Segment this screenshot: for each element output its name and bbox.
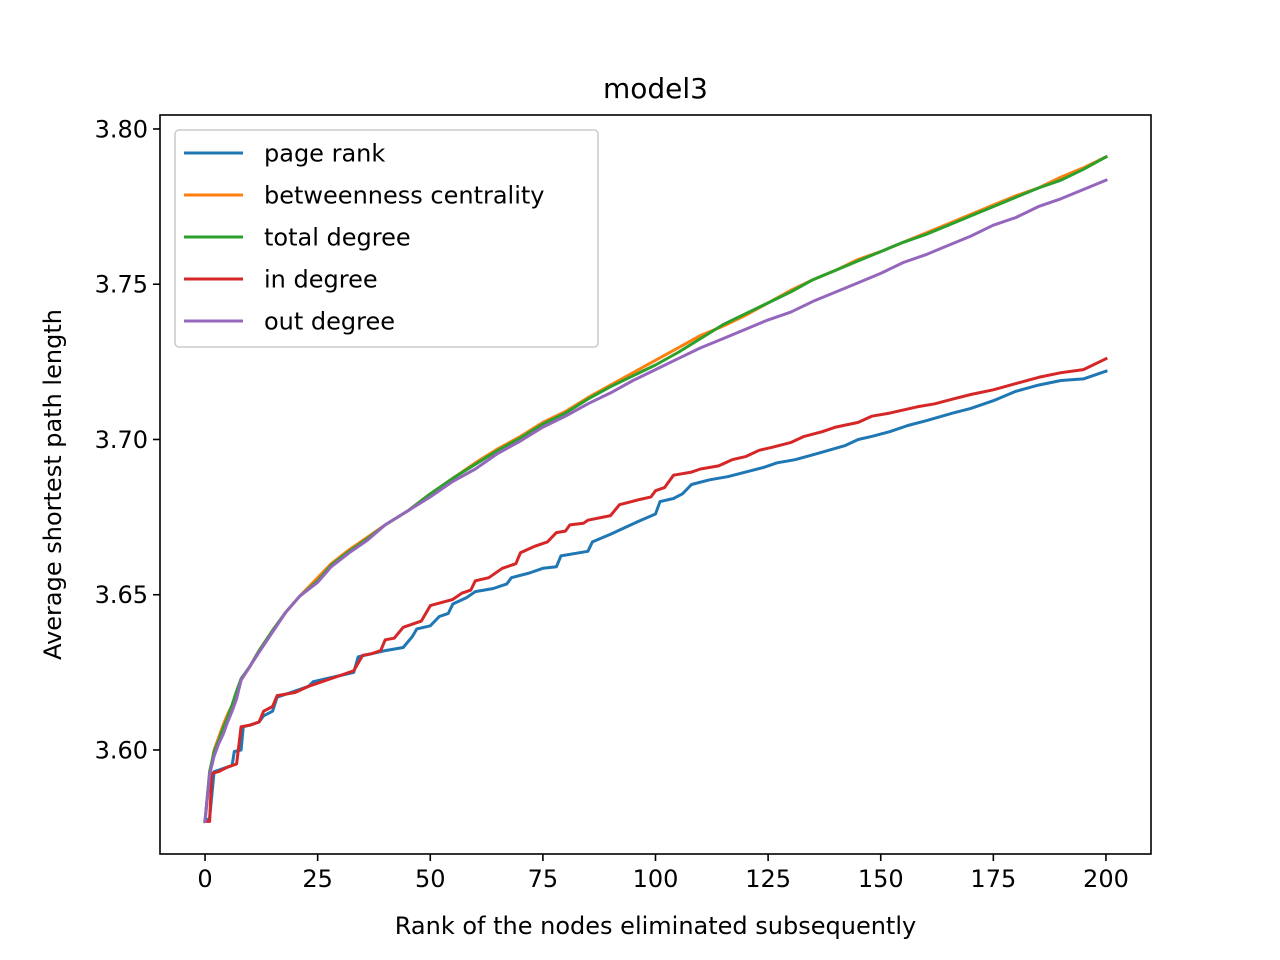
legend-label-betweenness-centrality: betweenness centrality xyxy=(264,182,545,210)
x-tick-label: 75 xyxy=(528,865,559,893)
y-axis: 3.60 3.65 3.70 3.75 3.80 xyxy=(95,115,160,764)
y-axis-label: Average shortest path length xyxy=(39,309,67,660)
chart-title: model3 xyxy=(603,72,708,105)
x-axis: 0 25 50 75 100 125 150 175 200 xyxy=(197,854,1129,893)
legend-label-total-degree: total degree xyxy=(264,224,411,252)
x-tick-label: 25 xyxy=(302,865,333,893)
x-tick-label: 200 xyxy=(1083,865,1129,893)
legend: page rank betweenness centrality total deg… xyxy=(174,129,599,348)
x-axis-label: Rank of the nodes eliminated subsequentl… xyxy=(395,912,916,940)
x-tick-label: 50 xyxy=(415,865,446,893)
legend-label-out-degree: out degree xyxy=(264,308,395,336)
y-tick-label: 3.80 xyxy=(95,115,148,143)
y-tick-label: 3.75 xyxy=(95,271,148,299)
x-tick-label: 0 xyxy=(197,865,212,893)
x-tick-label: 125 xyxy=(745,865,791,893)
series-line-in-degree xyxy=(203,356,1109,823)
legend-box xyxy=(174,129,599,348)
x-tick-label: 175 xyxy=(970,865,1016,893)
x-tick-label: 150 xyxy=(858,865,904,893)
series-line-out-degree xyxy=(203,178,1108,824)
series-layer xyxy=(202,154,1109,824)
y-tick-label: 3.65 xyxy=(95,581,148,609)
y-tick-label: 3.70 xyxy=(95,426,148,454)
y-tick-label: 3.60 xyxy=(95,736,148,764)
x-tick-label: 100 xyxy=(633,865,679,893)
legend-label-in-degree: in degree xyxy=(264,266,378,294)
legend-label-page-rank: page rank xyxy=(264,140,385,168)
